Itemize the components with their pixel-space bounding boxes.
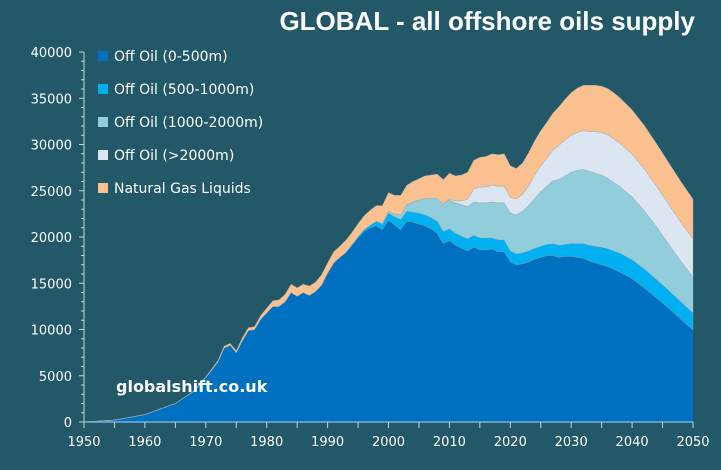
legend-label: Off Oil (0-500m) — [114, 49, 228, 65]
x-tick-label: 1990 — [311, 435, 344, 450]
watermark: globalshift.co.uk — [116, 377, 268, 396]
y-tick-label: 40000 — [31, 46, 72, 61]
y-tick-label: 0 — [64, 416, 72, 431]
legend-swatch — [98, 183, 108, 193]
x-tick-label: 2050 — [676, 435, 709, 450]
legend-swatch — [98, 84, 108, 94]
y-tick-label: 30000 — [31, 139, 72, 154]
x-tick-label: 2040 — [616, 435, 649, 450]
area-layers — [83, 85, 694, 423]
legend-label: Off Oil (>2000m) — [114, 148, 234, 164]
x-tick-label: 2020 — [494, 435, 527, 450]
y-tick-label: 10000 — [31, 324, 72, 339]
axes: 0 5000 10000 15000 20000 25000 30000 35000 40000… — [31, 46, 710, 450]
legend-label: Off Oil (1000-2000m) — [114, 115, 263, 131]
x-tick-label: 2010 — [433, 435, 466, 450]
x-tick-label: 1980 — [250, 435, 283, 450]
legend-label: Off Oil (500-1000m) — [114, 82, 254, 98]
x-tick-label: 1970 — [189, 435, 222, 450]
y-tick-label: 5000 — [39, 370, 72, 385]
x-tick-label: 1960 — [128, 435, 161, 450]
legend-swatch — [98, 51, 108, 61]
x-tick-label: 2030 — [555, 435, 588, 450]
legend-label: Natural Gas Liquids — [114, 181, 251, 197]
legend-swatch — [98, 150, 108, 160]
legend-swatch — [98, 117, 108, 127]
area-series-0 — [84, 220, 693, 422]
y-tick-label: 15000 — [31, 277, 72, 292]
y-tick-label: 35000 — [31, 92, 72, 107]
x-tick-label: 2000 — [372, 435, 405, 450]
y-tick-label: 20000 — [31, 231, 72, 246]
x-tick-label: 1950 — [67, 435, 100, 450]
chart-title: GLOBAL - all offshore oils supply — [279, 6, 695, 36]
y-tick-label: 25000 — [31, 185, 72, 200]
legend: Off Oil (0-500m) Off Oil (500-1000m) Off O… — [98, 49, 263, 197]
area-series-4 — [83, 85, 694, 423]
